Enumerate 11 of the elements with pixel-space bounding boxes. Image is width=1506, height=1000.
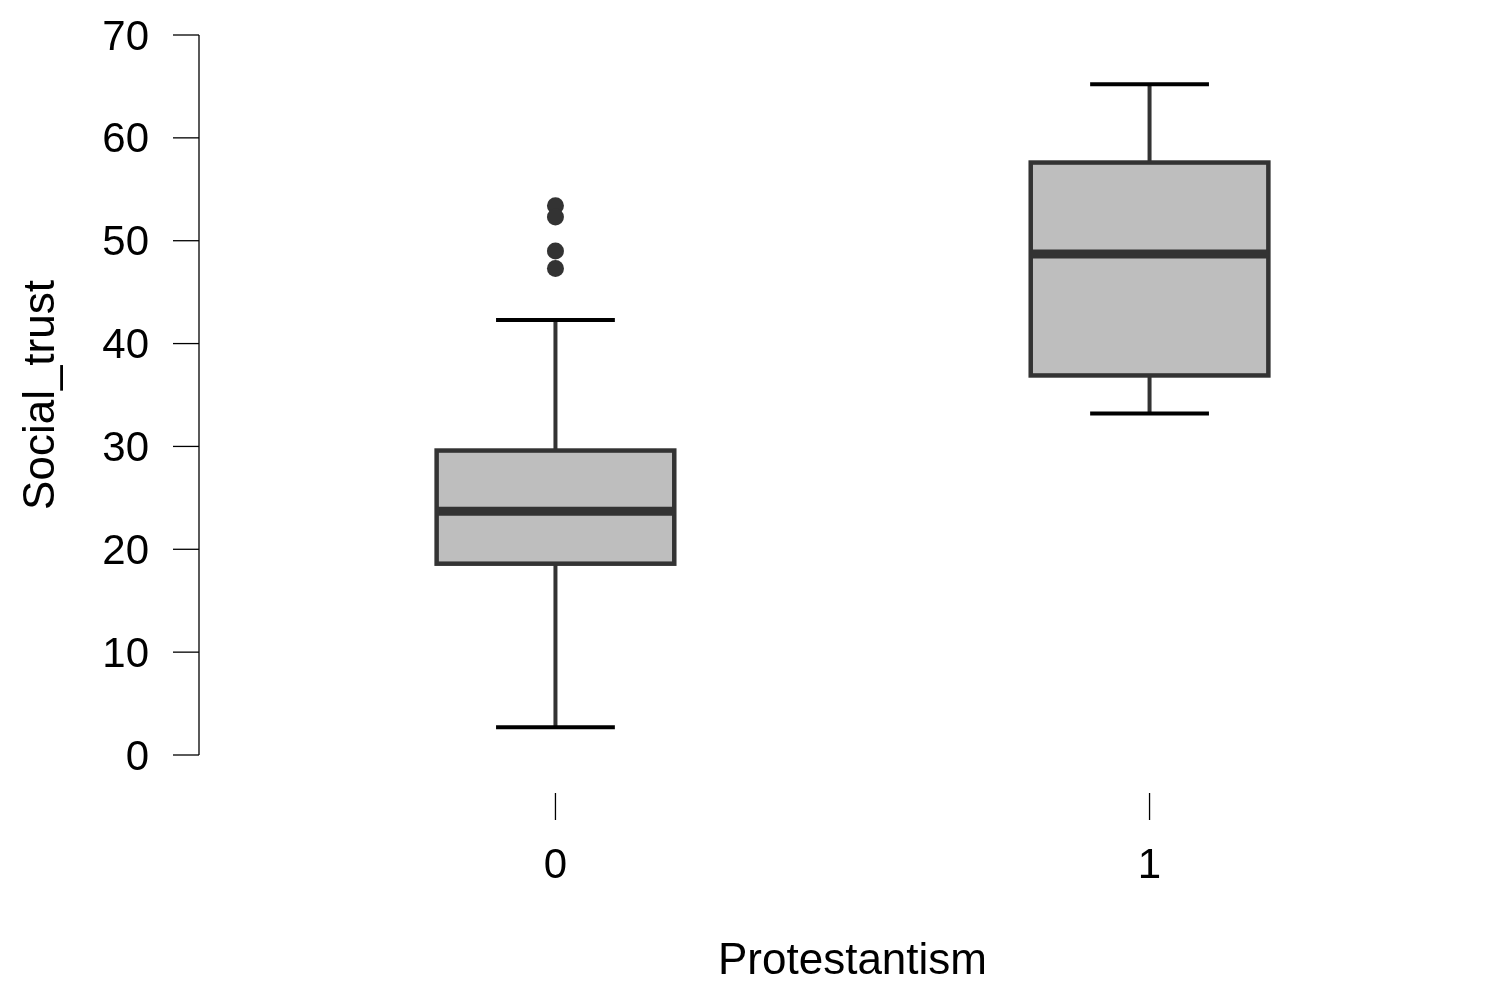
- y-tick-label: 20: [102, 525, 149, 573]
- x-axis-title: Protestantism: [718, 933, 987, 983]
- y-tick-label: 30: [102, 422, 149, 470]
- y-axis-title: Social_trust: [13, 280, 63, 510]
- y-tick-label: 70: [102, 11, 149, 59]
- y-tick-label: 0: [125, 731, 149, 779]
- y-tick-label: 40: [102, 320, 149, 368]
- y-tick-label: 60: [102, 114, 149, 162]
- x-tick-label: 1: [1137, 839, 1162, 887]
- y-tick-label: 50: [102, 217, 149, 265]
- y-tick-label: 10: [102, 628, 149, 676]
